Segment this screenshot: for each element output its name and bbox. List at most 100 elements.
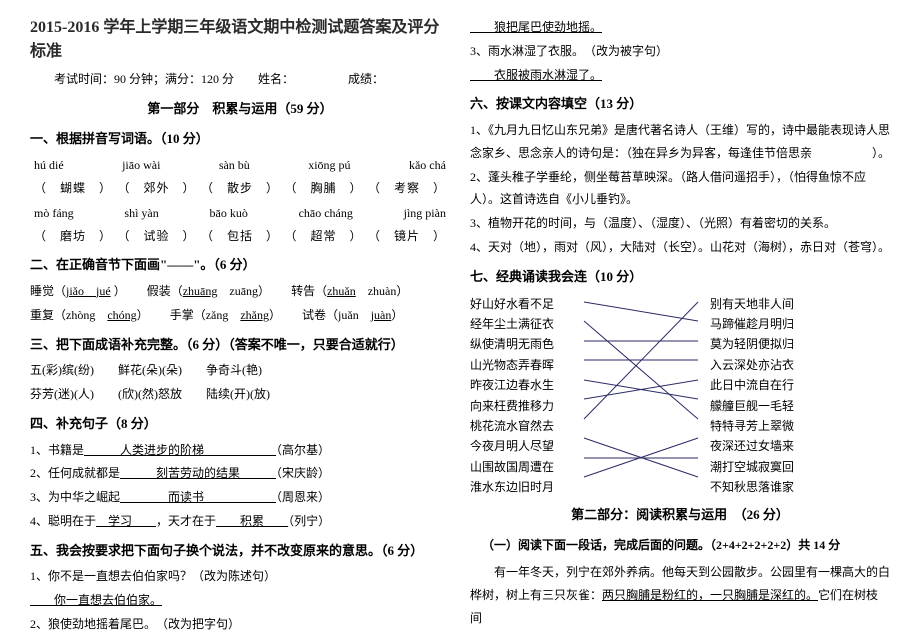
pinyin-ans: zhuāng <box>183 284 218 298</box>
part1-header: 第一部分 积累与运用（59 分） <box>30 97 450 122</box>
section1-header: 一、根据拼音写词语。（10 分） <box>30 127 450 152</box>
s6-item-1: 1、《九月九日忆山东兄弟》是唐代著名诗人（王维）写的，诗中最能表现诗人思念家乡、… <box>470 119 890 165</box>
s5-item-2: 2、狼使劲地摇着尾巴。 （改为把字句） <box>30 613 450 636</box>
poem-right-item: 莫为轻阴便拟归 <box>710 334 890 354</box>
poem-left-item: 好山好水看不足 <box>470 294 680 314</box>
poem-right-item: 别有天地非人间 <box>710 294 890 314</box>
author: （周恩来） <box>276 490 330 504</box>
item-label: 重复（zhòng <box>30 308 107 322</box>
s5-item-1: 1、你不是一直想去伯伯家吗？（改为陈述句） <box>30 565 450 588</box>
s5-answer-1: 你一直想去伯伯家。 <box>30 589 450 612</box>
blank: 学习 <box>96 514 156 528</box>
hanzi-cell: （ 郊外 ） <box>117 177 195 200</box>
poem-right-item: 此日中流自在行 <box>710 375 890 395</box>
s6-item-3: 3、植物开花的时间，与（温度）、（湿度）、（光照）有着密切的关系。 <box>470 212 890 235</box>
item-label: 试卷（juǎn <box>302 308 371 322</box>
pinyin-opt: jiǎo <box>66 284 96 298</box>
poem-left-item: 经年尘土满征衣 <box>470 314 680 334</box>
left-column: 2015-2016 学年上学期三年级语文期中检测试题答案及评分标准 考试时间：9… <box>20 16 460 622</box>
s4-item-4: 4、聪明在于 学习 ，天才在于 积累 （列宁） <box>30 510 450 533</box>
s4-item-1: 1、书籍是 人类进步的阶梯 （高尔基） <box>30 439 450 462</box>
poem-right-item: 入云深处亦沾衣 <box>710 355 890 375</box>
pinyin-ans: zhǎng <box>240 308 269 322</box>
paren: ） <box>111 284 120 298</box>
pinyin-cell: shì yàn <box>124 202 158 225</box>
pinyin-cell: xiōng pú <box>308 154 350 177</box>
doc-title: 2015-2016 学年上学期三年级语文期中检测试题答案及评分标准 <box>30 16 450 64</box>
author: （高尔基） <box>276 443 330 457</box>
paren: ） <box>137 308 143 322</box>
poem-left-item: 向来枉费推移力 <box>470 396 680 416</box>
poem-right-list: 别有天地非人间马蹄催趁月明归莫为轻阴便拟归入云深处亦沾衣此日中流自在行艨艟巨舰一… <box>680 294 890 498</box>
item-label: 假装（ <box>147 284 183 298</box>
poem-left-item: 淮水东边旧时月 <box>470 477 680 497</box>
hanzi-cell: （ 考察 ） <box>368 177 446 200</box>
pinyin-ans: chóng <box>107 308 136 322</box>
item-label: 手掌（zǎng <box>170 308 241 322</box>
s6-item-4: 4、天对（地），雨对（风），大陆对（长空）。山花对（海树），赤日对（苍穹）。 <box>470 236 890 259</box>
author: （列宁） <box>288 514 330 528</box>
author: （宋庆龄） <box>276 466 330 480</box>
pinyin-cell: sàn bù <box>219 154 250 177</box>
s6-item-2: 2、蓬头稚子学垂纶，侧坐莓苔草映深。（路人借问遥招手），（怕得鱼惊不应人）。这首… <box>470 166 890 212</box>
s4-item-3: 3、为中华之崛起 而读书 （周恩来） <box>30 486 450 509</box>
prefix: 2、任何成就都是 <box>30 466 120 480</box>
poem-right-item: 不知秋思落谁家 <box>710 477 890 497</box>
pinyin-cell: mò fáng <box>34 202 74 225</box>
poem-left-item: 山光物态弄春晖 <box>470 355 680 375</box>
poem-right-item: 艨艟巨舰一毛轻 <box>710 396 890 416</box>
poem-right-item: 潮打空城寂寞回 <box>710 457 890 477</box>
s5-item-3: 3、雨水淋湿了衣服。 （改为被字句） <box>470 40 890 63</box>
poem-right-item: 特特寻芳上翠微 <box>710 416 890 436</box>
poem-matching-block: 好山好水看不足经年尘土满征衣纵使清明无雨色山光物态弄春晖昨夜江边春水生向来枉费推… <box>470 294 890 498</box>
hanzi-cell: （ 胸脯 ） <box>284 177 362 200</box>
section5-header: 五、我会按要求把下面句子换个说法，并不改变原来的意思。（6 分） <box>30 539 450 564</box>
poem-left-item: 桃花流水窅然去 <box>470 416 680 436</box>
s5-answer-2: 狼把尾巴使劲地摇。 <box>470 16 890 39</box>
part2-header: 第二部分：阅读积累与运用 （26 分） <box>470 503 890 528</box>
pinyin-opt: zuāng） <box>217 284 264 298</box>
poem-left-item: 今夜月明人尽望 <box>470 436 680 456</box>
paren: ） <box>391 308 403 322</box>
s2-line-2: 重复（zhòng chóng） 手掌（zǎng zhǎng） 试卷（juǎn j… <box>30 304 450 327</box>
s5-answer-3: 衣服被雨水淋湿了。 <box>470 64 890 87</box>
pinyin-ans: zhuǎn <box>327 284 356 298</box>
section4-header: 四、补充句子（8 分） <box>30 412 450 437</box>
pinyin-cell: bāo kuò <box>210 202 248 225</box>
mid: ，天才在于 <box>156 514 216 528</box>
section6-header: 六、按课文内容填空（13 分） <box>470 92 890 117</box>
pinyin-row-2: mò fáng shì yàn bāo kuò chāo cháng jìng … <box>30 202 450 225</box>
item-label: 睡觉（ <box>30 284 66 298</box>
pinyin-cell: chāo cháng <box>299 202 353 225</box>
hanzi-cell: （ 超常 ） <box>284 225 362 248</box>
item-label: 转告（ <box>291 284 327 298</box>
right-column: 狼把尾巴使劲地摇。 3、雨水淋湿了衣服。 （改为被字句） 衣服被雨水淋湿了。 六… <box>460 16 900 622</box>
hanzi-cell: （ 镜片 ） <box>368 225 446 248</box>
blank: 而读书 <box>120 490 276 504</box>
poem-left-item: 纵使清明无雨色 <box>470 334 680 354</box>
poem-right-item: 夜深还过女墙来 <box>710 436 890 456</box>
hanzi-cell: （ 包括 ） <box>201 225 279 248</box>
s4-item-2: 2、任何成就都是 刻苦劳动的结果 （宋庆龄） <box>30 462 450 485</box>
reading1-header: （一）阅读下面一段话，完成后面的问题。（2+4+2+2+2+2）共 14 分 <box>470 534 890 557</box>
section7-header: 七、经典诵读我会连（10 分） <box>470 265 890 290</box>
pinyin-cell: jìng piàn <box>404 202 446 225</box>
hanzi-cell: （ 试验 ） <box>117 225 195 248</box>
section3-header: 三、把下面成语补充完整。（6 分）（答案不唯一，只要合适就行） <box>30 333 450 358</box>
blank: 刻苦劳动的结果 <box>120 466 276 480</box>
hanzi-row-1: （ 蝴蝶 ） （ 郊外 ） （ 散步 ） （ 胸脯 ） （ 考察 ） <box>30 177 450 200</box>
pinyin-cell: kǎo chá <box>409 154 446 177</box>
prefix: 3、为中华之崛起 <box>30 490 120 504</box>
s3-line-2: 芬芳(迷)(人) (欣)(然)怒放 陆续(开)(放) <box>30 383 450 406</box>
section2-header: 二、在正确音节下面画"——"。（6 分） <box>30 253 450 278</box>
blank: 人类进步的阶梯 <box>84 443 276 457</box>
pinyin-cell: hú dié <box>34 154 64 177</box>
prefix: 1、书籍是 <box>30 443 84 457</box>
para-underline: 两只胸脯是粉红的，一只胸脯是深红的。 <box>602 588 818 602</box>
hanzi-row-2: （ 磨坊 ） （ 试验 ） （ 包括 ） （ 超常 ） （ 镜片 ） <box>30 225 450 248</box>
hanzi-cell: （ 磨坊 ） <box>34 225 112 248</box>
exam-meta: 考试时间：90 分钟；满分：120 分 姓名： 成绩： <box>30 68 450 91</box>
paren: ） <box>269 308 275 322</box>
pinyin-ans: jué <box>96 284 111 298</box>
pinyin-row-1: hú dié jiāo wài sàn bù xiōng pú kǎo chá <box>30 154 450 177</box>
